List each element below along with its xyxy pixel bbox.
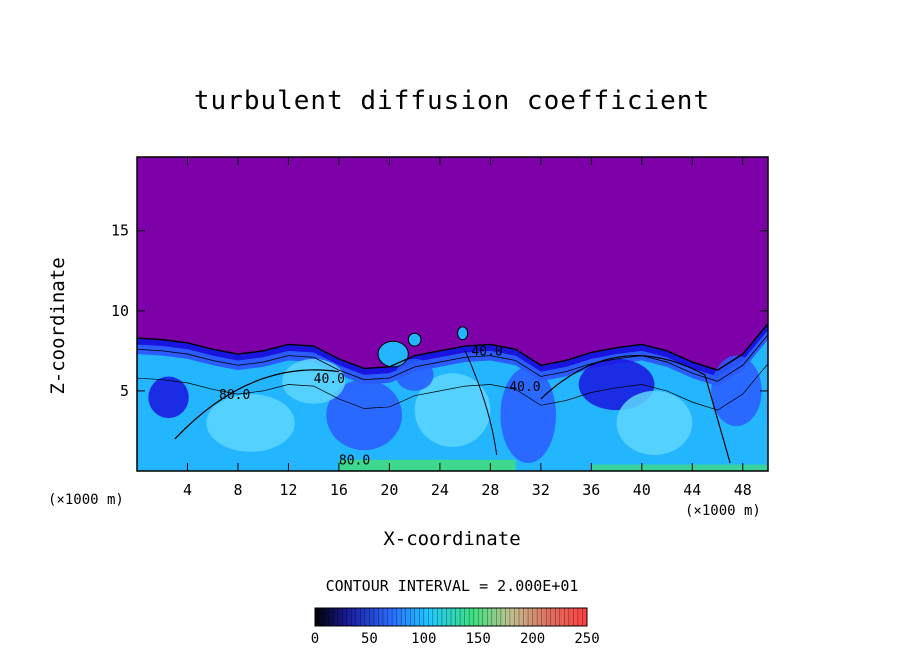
contour-label: 80.0 (219, 388, 250, 403)
contour-interval-text: CONTOUR INTERVAL = 2.000E+01 (325, 577, 579, 595)
plot-frame (136, 156, 769, 472)
colorbar-tick-label: 200 (520, 631, 545, 647)
x-axis-ticks: 4 8 12 16 20 24 28 32 36 40 44 48 (183, 157, 752, 499)
x-tick-label: 4 (183, 481, 192, 499)
isolated-patch (407, 332, 422, 347)
y-axis-unit: (×1000 m) (48, 492, 124, 508)
x-tick-label: 32 (532, 481, 550, 499)
eddy (395, 358, 434, 391)
colorbar: 0 50 100 150 200 250 (311, 607, 600, 647)
contour-line (137, 334, 768, 382)
contour-label: 40.0 (314, 372, 345, 387)
colorbar-tick-label: 100 (411, 631, 436, 647)
x-tick-label: 36 (582, 481, 600, 499)
eddy (414, 373, 491, 447)
y-tick-label: 10 (111, 302, 129, 320)
colorbar-tick-label: 150 (466, 631, 491, 647)
chart-title: turbulent diffusion coefficient (193, 86, 711, 116)
x-tick-label: 12 (279, 481, 297, 499)
contour-label: 80.0 (339, 454, 370, 469)
contour-line (137, 363, 768, 411)
eddy (148, 376, 189, 419)
contour-label: 40.0 (471, 345, 502, 360)
y-tick-label: 15 (111, 222, 129, 240)
eddy (711, 355, 762, 427)
x-tick-label: 24 (431, 481, 449, 499)
ground-turbulence (338, 459, 516, 471)
eddy (326, 379, 403, 451)
x-tick-label: 16 (330, 481, 348, 499)
contour-label: 40.0 (509, 380, 540, 395)
contour-line (137, 323, 768, 371)
y-tick-label: 5 (120, 382, 129, 400)
contour-line (540, 355, 731, 464)
colorbar-tick-label: 0 (311, 631, 319, 647)
x-axis-unit: (×1000 m) (685, 503, 761, 519)
contour-lines (137, 323, 768, 464)
colorbar-tick-label: 250 (574, 631, 599, 647)
x-tick-label: 8 (233, 481, 242, 499)
x-tick-label: 20 (380, 481, 398, 499)
y-axis-ticks: 5 10 15 (111, 222, 768, 400)
eddy (616, 390, 693, 455)
x-tick-label: 48 (734, 481, 752, 499)
contour-line (464, 350, 498, 456)
x-axis-label: X-coordinate (383, 528, 521, 550)
eddy (206, 394, 295, 452)
x-tick-label: 40 (633, 481, 651, 499)
contour-labels: 40.0 40.0 80.0 80.0 40.0 (219, 345, 541, 469)
x-tick-label: 44 (683, 481, 701, 499)
colorbar-tick-label: 50 (361, 631, 378, 647)
isolated-patch (457, 326, 469, 341)
contour-line (174, 369, 340, 440)
isolated-patch (377, 340, 409, 368)
ground-turbulence (591, 464, 768, 471)
eddy (500, 366, 556, 463)
x-tick-label: 28 (481, 481, 499, 499)
